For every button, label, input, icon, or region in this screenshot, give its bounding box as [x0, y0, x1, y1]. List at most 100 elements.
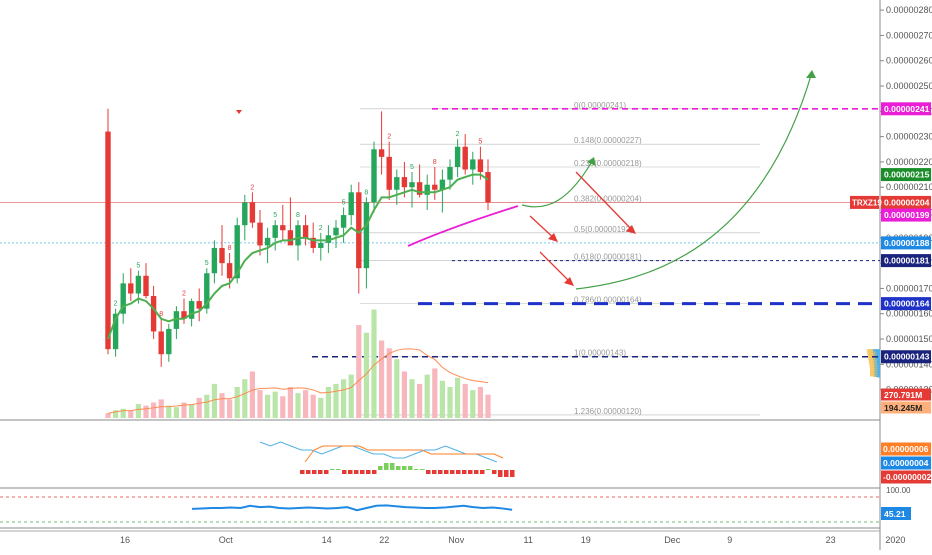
volume-bar — [211, 383, 217, 418]
price-label: 0.00000215 — [884, 170, 930, 180]
macd-histogram-bar — [492, 470, 497, 474]
candle-body — [424, 184, 430, 195]
macd-histogram-bar — [312, 470, 317, 474]
volume-bar — [485, 394, 491, 418]
volume-bar — [439, 380, 445, 418]
candle-body — [105, 131, 111, 350]
candle-body — [188, 301, 195, 319]
candle-body — [454, 146, 461, 167]
profile-bar-buy — [872, 349, 880, 352]
volume-bar — [287, 387, 293, 418]
macd-histogram-bar — [474, 470, 479, 474]
macd-histogram-bar — [396, 466, 401, 470]
sequential-count: 8 — [433, 159, 437, 166]
volume-bar — [409, 379, 415, 418]
volume-bar — [249, 371, 255, 418]
candle-body — [234, 225, 240, 279]
volume-label: 194.245M — [884, 403, 922, 413]
time-tick-label: Oct — [219, 535, 234, 545]
price-label: 0.00000199 — [884, 210, 930, 220]
macd-histogram-bar — [348, 470, 353, 474]
volume-bars — [105, 309, 491, 418]
volume-bar — [151, 402, 157, 418]
candle-body — [310, 237, 316, 248]
volume-bar — [348, 374, 354, 418]
candle-body — [302, 225, 309, 238]
price-tick-label: 0.00000280 — [886, 5, 932, 15]
sequential-count: 2 — [456, 131, 460, 138]
candle-body — [318, 242, 324, 248]
volume-bar — [325, 387, 331, 418]
volume-label-bg — [881, 388, 931, 401]
macd-histogram-bar — [390, 463, 395, 470]
candle-body — [211, 247, 218, 274]
candle-body — [226, 263, 233, 279]
price-label: 0.00000241 — [884, 104, 930, 114]
candle-body — [181, 311, 187, 319]
macd-histogram-bar — [480, 470, 485, 474]
rsi-value-label: 45.21 — [884, 509, 906, 519]
volume-bar — [333, 383, 339, 418]
volume-bar — [371, 309, 377, 418]
time-axis: 16Oct1422Nov1119Dec923202013 — [0, 530, 905, 545]
red-arrow — [539, 251, 573, 285]
price-label-bg — [881, 350, 931, 364]
macd-histogram-bar — [360, 470, 365, 474]
rsi-value-bg — [881, 507, 911, 520]
macd-histogram-bar — [432, 470, 437, 474]
candle-body — [112, 313, 119, 350]
volume-bar — [470, 390, 476, 418]
macd-histogram-bar — [354, 470, 359, 474]
macd-histogram-bar — [372, 470, 377, 474]
red-arrow — [575, 171, 635, 233]
volume-bar — [432, 368, 438, 418]
candle-body — [447, 166, 453, 180]
volume-bar — [356, 325, 362, 418]
rsi-line — [191, 504, 513, 512]
candle-body — [386, 156, 392, 190]
projection-curve-green — [521, 157, 595, 208]
time-tick-label: 23 — [826, 535, 836, 545]
profile-bar-sell — [870, 369, 875, 372]
macd-histogram-bar — [306, 470, 311, 474]
sequential-count: 8 — [364, 189, 368, 196]
volume-bar — [303, 390, 309, 418]
volume-bar — [166, 405, 172, 418]
macd-histogram-bar — [468, 470, 473, 474]
price-tick-label: 0.00000210 — [886, 182, 932, 192]
macd-histogram-bar — [504, 470, 509, 477]
price-label: 0.00000181 — [884, 256, 930, 266]
price-label: 0.00000204 — [884, 197, 930, 207]
price-label-bg — [881, 236, 931, 250]
volume-label: 270.791M — [884, 390, 922, 400]
time-tick-label: Nov — [448, 535, 465, 545]
candle-body — [333, 227, 339, 236]
time-tick-label: 2020 — [885, 535, 905, 545]
price-tick-label: 0.00000260 — [886, 56, 932, 66]
candle-body — [348, 192, 354, 216]
volume-bar — [295, 393, 301, 418]
candle-body — [462, 146, 468, 170]
price-tick-label: 0.00000230 — [886, 132, 932, 142]
candle-body — [485, 172, 491, 203]
volume-bar — [158, 399, 164, 418]
volume-bar — [242, 379, 248, 418]
volume-bar — [272, 391, 278, 418]
rsi-panel: 100.00 45.21 — [0, 486, 911, 523]
candle-body — [196, 301, 202, 309]
price-label-bg — [881, 102, 931, 116]
volume-bar — [105, 413, 111, 418]
sequential-count: 5 — [478, 139, 482, 146]
sequential-count: 8 — [296, 212, 300, 219]
volume-bar — [128, 410, 134, 418]
profile-bar-sell — [870, 372, 875, 375]
price-tick-label: 0.00000250 — [886, 81, 932, 91]
fib-label: 1.236(0.00000120) — [574, 407, 642, 416]
volume-bar — [310, 394, 316, 418]
fib-label: 0.382(0.00000204) — [574, 194, 642, 203]
macd-histogram-bar — [420, 469, 425, 470]
candle-body — [120, 283, 126, 314]
